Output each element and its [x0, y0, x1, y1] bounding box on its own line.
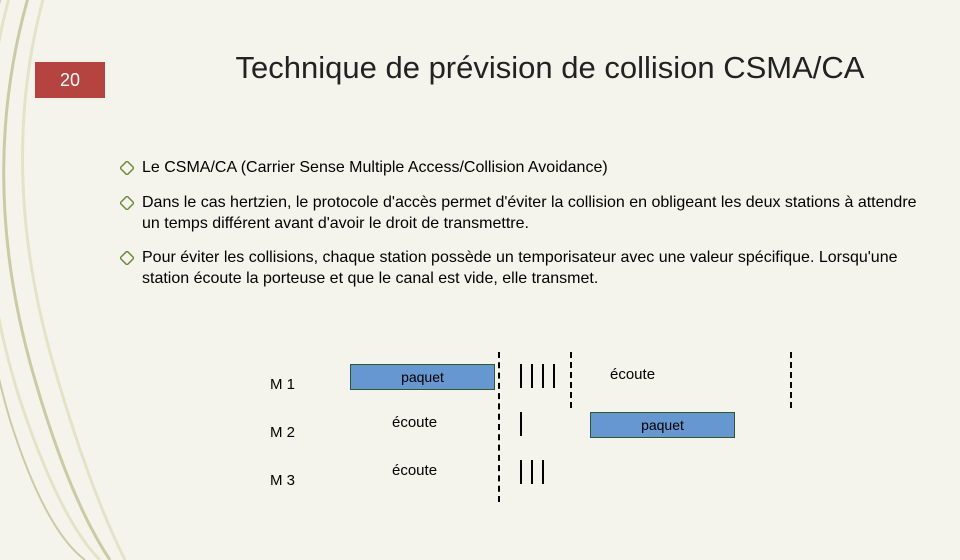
bullet-item: Le CSMA/CA (Carrier Sense Multiple Acces…: [120, 158, 920, 179]
diamond-icon: [120, 196, 134, 210]
bullet-item: Dans le cas hertzien, le protocole d'acc…: [120, 193, 920, 235]
slide-title: Technique de prévision de collision CSMA…: [230, 50, 870, 86]
bullet-text: Dans le cas hertzien, le protocole d'acc…: [142, 193, 920, 235]
diamond-icon: [120, 161, 134, 175]
row-label: M 2: [270, 424, 320, 441]
lane: paquet écoute: [320, 360, 890, 408]
backoff-ticks: [520, 364, 555, 388]
paquet-box: paquet: [590, 412, 735, 438]
row-label: M 3: [270, 472, 320, 489]
backoff-ticks: [520, 460, 544, 484]
lane: écoute paquet: [320, 408, 890, 456]
diamond-icon: [120, 251, 134, 265]
diagram-row-m3: M 3 écoute: [270, 456, 890, 504]
bullet-item: Pour éviter les collisions, chaque stati…: [120, 248, 920, 290]
bullet-text: Pour éviter les collisions, chaque stati…: [142, 248, 920, 290]
diagram-row-m2: M 2 écoute paquet: [270, 408, 890, 456]
diagram-row-m1: M 1 paquet écoute: [270, 360, 890, 408]
paquet-box: paquet: [350, 364, 495, 390]
ecoute-label: écoute: [610, 366, 655, 383]
bullet-list: Le CSMA/CA (Carrier Sense Multiple Acces…: [120, 158, 920, 304]
backoff-ticks: [520, 412, 522, 436]
ecoute-label: écoute: [392, 462, 437, 479]
timing-diagram: M 1 paquet écoute M 2 écoute paquet M 3 …: [270, 360, 890, 520]
page-number-badge: 20: [35, 62, 105, 98]
row-label: M 1: [270, 376, 320, 393]
lane: écoute: [320, 456, 890, 504]
bullet-text: Le CSMA/CA (Carrier Sense Multiple Acces…: [142, 158, 608, 179]
ecoute-label: écoute: [392, 414, 437, 431]
